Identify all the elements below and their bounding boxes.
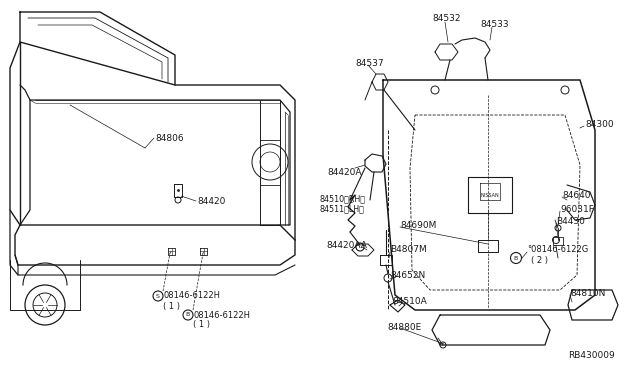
Text: B: B: [186, 312, 190, 317]
Text: B4430: B4430: [556, 217, 585, 225]
Text: ( 1 ): ( 1 ): [193, 321, 210, 330]
Text: 84652N: 84652N: [390, 270, 425, 279]
Text: 84810N: 84810N: [570, 289, 605, 298]
Text: 84420A: 84420A: [327, 167, 362, 176]
Text: ( 1 ): ( 1 ): [163, 301, 180, 311]
Text: 96031F: 96031F: [560, 205, 594, 214]
Text: 84300: 84300: [585, 119, 614, 128]
Text: ( 2 ): ( 2 ): [531, 256, 548, 264]
Text: RB430009: RB430009: [568, 350, 615, 359]
Text: S: S: [156, 294, 160, 298]
Text: 08146-6122H: 08146-6122H: [163, 292, 220, 301]
Text: 84537: 84537: [355, 58, 383, 67]
Text: NISSAN: NISSAN: [481, 192, 499, 198]
Text: 84640: 84640: [562, 190, 591, 199]
Text: B4807M: B4807M: [390, 244, 427, 253]
Text: 84532: 84532: [432, 13, 461, 22]
Text: 84511〈LH〉: 84511〈LH〉: [320, 205, 365, 214]
Text: 84510〈RH〉: 84510〈RH〉: [320, 195, 366, 203]
Text: 84690M: 84690M: [400, 221, 436, 230]
Text: 84420: 84420: [197, 196, 225, 205]
Text: 84420AA: 84420AA: [326, 241, 367, 250]
Text: 84533: 84533: [480, 19, 509, 29]
Text: °08146-6122G: °08146-6122G: [527, 246, 588, 254]
Text: 84880E: 84880E: [387, 323, 421, 331]
Text: B: B: [514, 256, 518, 260]
Text: 08146-6122H: 08146-6122H: [193, 311, 250, 320]
Text: 84806: 84806: [155, 134, 184, 142]
Text: 84510A: 84510A: [392, 298, 427, 307]
